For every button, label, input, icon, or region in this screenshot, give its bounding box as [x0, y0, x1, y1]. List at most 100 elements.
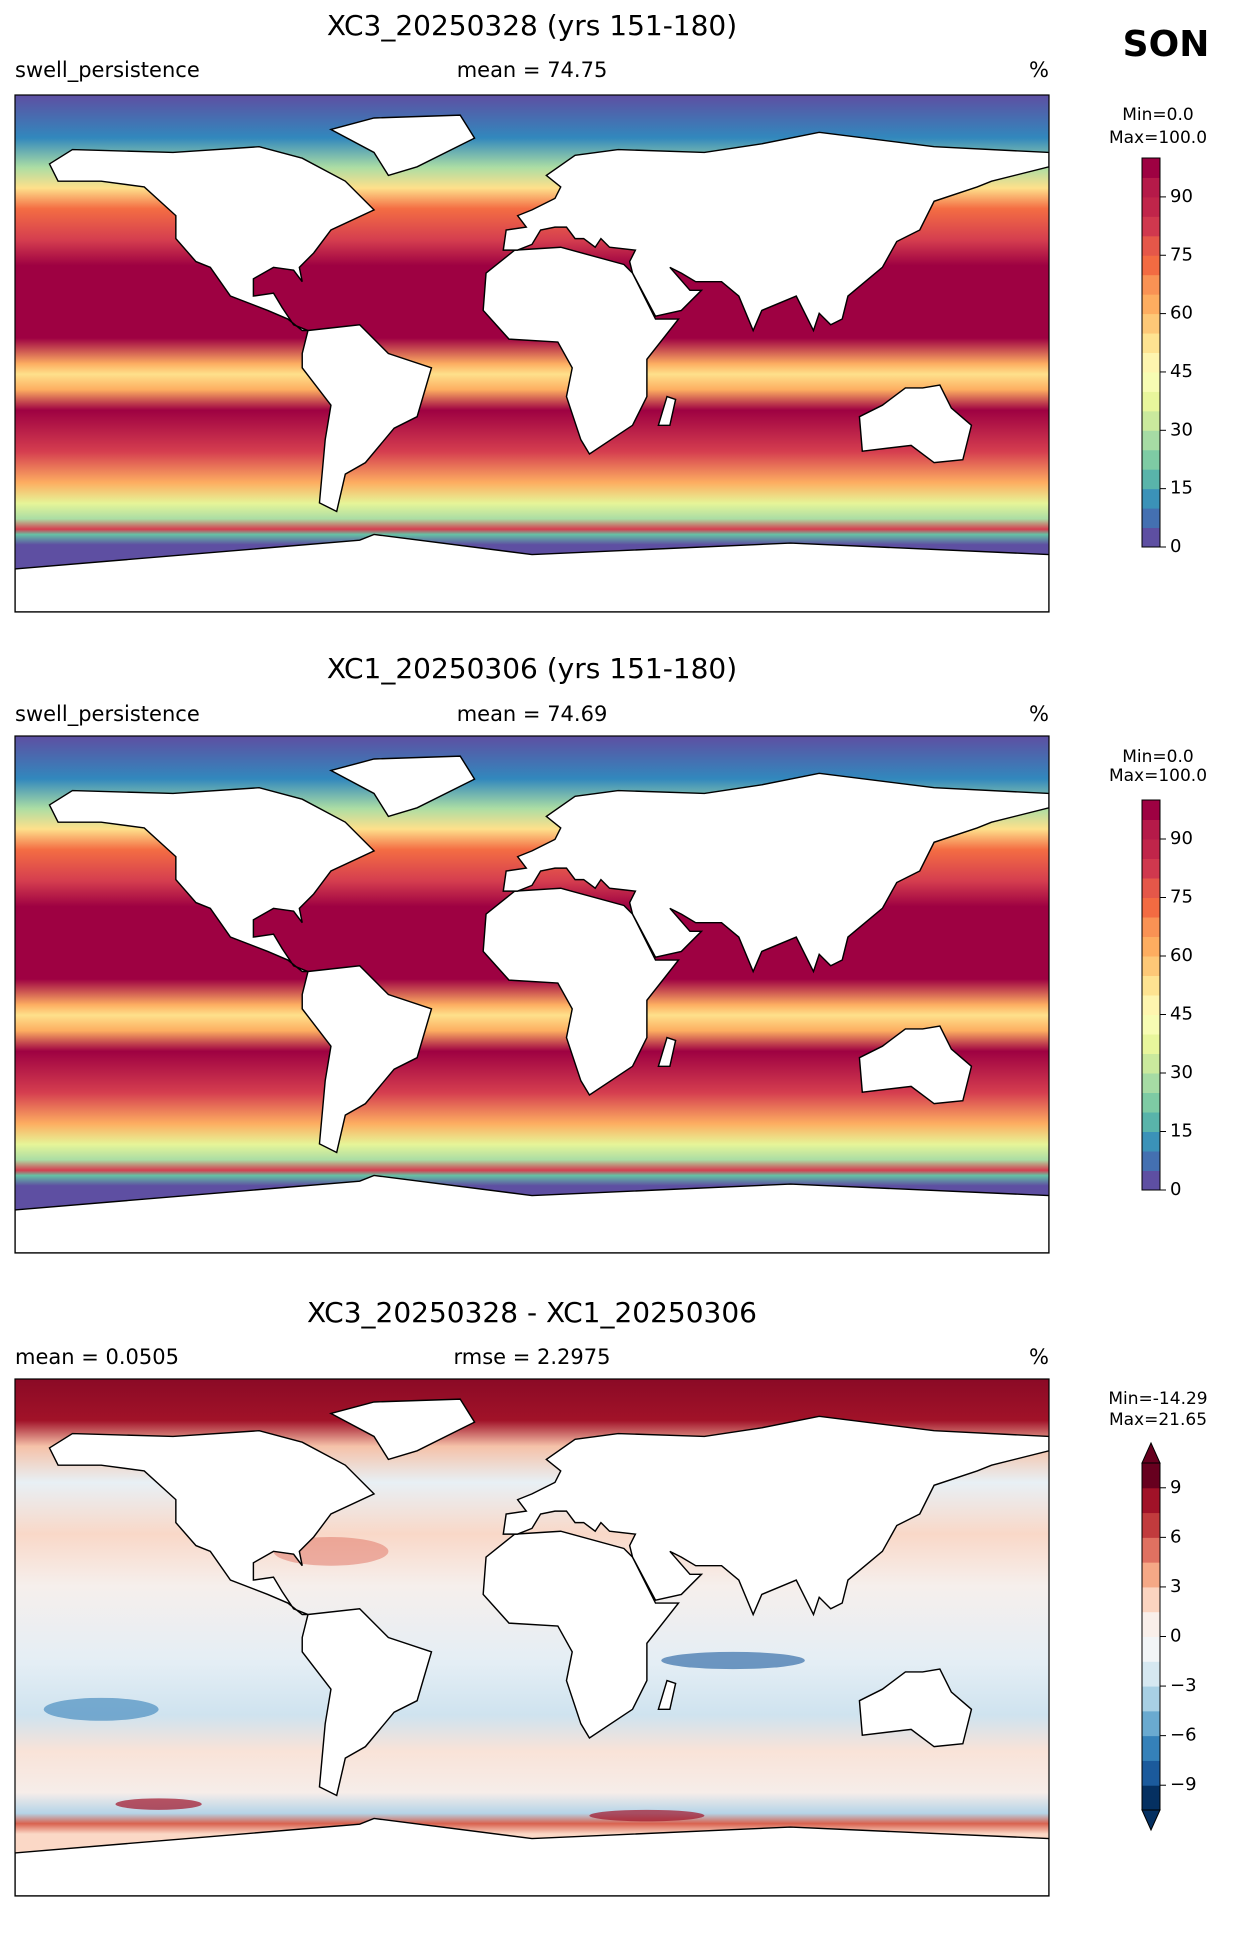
colorbar-tick-label: 60 — [1170, 303, 1193, 324]
colorbar-segment — [1142, 1537, 1160, 1563]
center-label: mean = 74.75 — [457, 58, 608, 82]
colorbar-segment — [1142, 488, 1160, 509]
colorbar-tick-label: 90 — [1170, 828, 1193, 849]
colorbar-max: Max=100.0 — [1109, 128, 1207, 148]
center-label: rmse = 2.2975 — [453, 1345, 610, 1369]
colorbar-tick-label: 3 — [1170, 1576, 1181, 1597]
colorbar-extend — [1141, 1809, 1161, 1832]
colorbar-tick-label: 30 — [1170, 1062, 1193, 1083]
colorbar-segment — [1142, 1611, 1160, 1637]
colorbar-segment — [1142, 1661, 1160, 1687]
colorbar-segment — [1142, 917, 1160, 937]
colorbar-tick-label: 0 — [1170, 536, 1181, 557]
colorbar-segment — [1142, 352, 1160, 373]
colorbar-tick-label: 6 — [1170, 1526, 1181, 1547]
units-label: % — [1029, 702, 1049, 726]
colorbar-tick-label: 15 — [1170, 1121, 1193, 1142]
colorbar-segment — [1142, 1014, 1160, 1035]
colorbar-segment — [1142, 274, 1160, 295]
map-frame — [14, 1378, 1050, 1897]
colorbar-segment — [1142, 294, 1160, 315]
colorbar-segment — [1142, 1586, 1160, 1613]
figure-label: SON — [1123, 24, 1210, 65]
colorbar-tick-label: 75 — [1170, 887, 1193, 908]
colorbar-tick-label: 60 — [1170, 945, 1193, 966]
colorbar-segment — [1142, 1735, 1160, 1761]
colorbar-frame — [1141, 799, 1161, 1191]
colorbar-segment — [1142, 1512, 1160, 1538]
colorbar-segment — [1142, 800, 1160, 820]
colorbar-min: Min=0.0 — [1122, 105, 1193, 125]
colorbar-segment — [1142, 819, 1160, 840]
colorbar-segment — [1142, 313, 1160, 334]
colorbar-tick-label: 15 — [1170, 478, 1193, 499]
colorbar-segment — [1142, 371, 1160, 392]
colorbar-tick-label: 90 — [1170, 186, 1193, 207]
map-frame — [14, 735, 1050, 1254]
colorbar-segment — [1142, 1487, 1160, 1514]
colorbar-extend — [1141, 1441, 1161, 1464]
panel-title: XC3_20250328 (yrs 151-180) — [327, 9, 737, 42]
colorbar-tick-label: −9 — [1170, 1774, 1197, 1795]
colorbar-segment — [1142, 1785, 1160, 1811]
colorbar-segment — [1142, 1760, 1160, 1786]
colorbar-segment — [1142, 527, 1160, 548]
colorbar-segment — [1142, 1463, 1160, 1489]
colorbar-segment — [1142, 1170, 1160, 1191]
colorbar-segment — [1142, 177, 1160, 198]
colorbar-segment — [1142, 1053, 1160, 1074]
colorbar-segment — [1142, 255, 1160, 276]
left-label: swell_persistence — [15, 58, 200, 83]
colorbar-max: Max=100.0 — [1109, 766, 1207, 786]
colorbar-min: Min=0.0 — [1122, 747, 1193, 767]
colorbar-frame — [1141, 157, 1161, 548]
colorbar-segment — [1142, 469, 1160, 490]
colorbar-segment — [1142, 975, 1160, 996]
colorbar-segment — [1142, 1034, 1160, 1054]
map — [15, 1379, 1049, 1896]
colorbar-segment — [1142, 1131, 1160, 1152]
colorbar-segment — [1142, 1686, 1160, 1712]
colorbar-tick-label: 75 — [1170, 244, 1193, 265]
colorbar-segment — [1142, 1112, 1160, 1132]
colorbar-segment — [1142, 1636, 1160, 1662]
colorbar-max: Max=21.65 — [1109, 1410, 1207, 1430]
colorbar-segment — [1142, 1562, 1160, 1588]
colorbar-min: Min=-14.29 — [1108, 1389, 1207, 1409]
units-label: % — [1029, 1345, 1049, 1369]
colorbar-segment — [1142, 839, 1160, 859]
colorbar-segment — [1142, 1092, 1160, 1113]
colorbar-segment — [1142, 333, 1160, 353]
map — [15, 736, 1049, 1253]
colorbar-tick-label: −3 — [1170, 1675, 1197, 1696]
colorbar-tick-label: 0 — [1170, 1179, 1181, 1200]
panel-title: XC1_20250306 (yrs 151-180) — [327, 652, 737, 685]
left-label: swell_persistence — [15, 702, 200, 727]
colorbar-segment — [1142, 1710, 1160, 1737]
colorbar-tick-label: 30 — [1170, 419, 1193, 440]
colorbar-tick-label: −6 — [1170, 1725, 1197, 1746]
colorbar-tick-label: 0 — [1170, 1626, 1181, 1647]
colorbar-tick-label: 9 — [1170, 1477, 1181, 1498]
colorbar-segment — [1142, 956, 1160, 976]
panel-title: XC3_20250328 - XC1_20250306 — [307, 1296, 757, 1329]
colorbar-segment — [1142, 1073, 1160, 1093]
colorbar-segment — [1142, 1151, 1160, 1171]
colorbar-segment — [1142, 410, 1160, 431]
units-label: % — [1029, 58, 1049, 82]
map — [15, 95, 1049, 612]
left-label: mean = 0.0505 — [15, 1345, 179, 1369]
center-label: mean = 74.69 — [457, 702, 608, 726]
colorbar-segment — [1142, 196, 1160, 217]
colorbar-segment — [1142, 235, 1160, 256]
colorbar-segment — [1142, 216, 1160, 237]
colorbar-segment — [1142, 391, 1160, 412]
colorbar-segment — [1142, 508, 1160, 529]
colorbar-segment — [1142, 878, 1160, 898]
colorbar-segment — [1142, 858, 1160, 879]
colorbar-tick-label: 45 — [1170, 361, 1193, 382]
colorbar-segment — [1142, 430, 1160, 451]
colorbar-segment — [1142, 158, 1160, 178]
colorbar-segment — [1142, 449, 1160, 470]
